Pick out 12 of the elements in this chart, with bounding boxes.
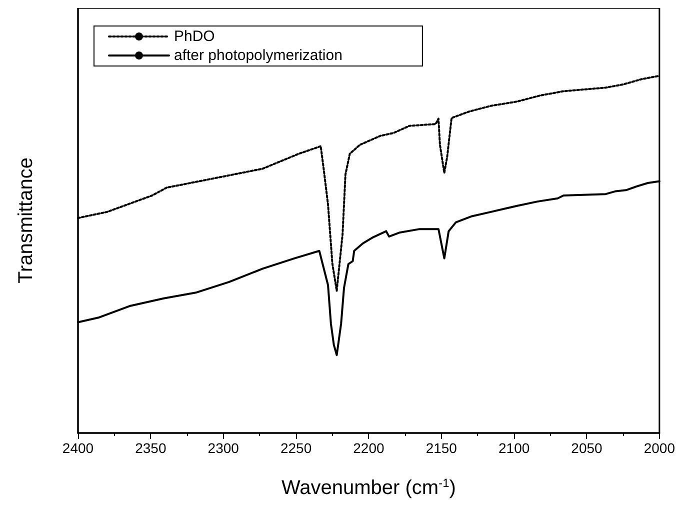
legend-label: PhDO <box>174 28 215 45</box>
x-tick-label: 2350 <box>135 440 166 456</box>
x-tick-label: 2100 <box>498 440 530 456</box>
x-tick-label: 2300 <box>208 440 240 456</box>
x-tick-label: 2050 <box>571 440 603 456</box>
x-tick-label: 2000 <box>644 440 676 456</box>
y-axis-title: Transmittance <box>15 158 37 284</box>
x-tick-label: 2200 <box>353 440 384 456</box>
legend-label: after photopolymerization <box>174 47 342 64</box>
x-tick-label: 2150 <box>426 440 458 456</box>
x-tick-label: 2250 <box>280 440 312 456</box>
x-tick-label: 2400 <box>62 440 94 456</box>
